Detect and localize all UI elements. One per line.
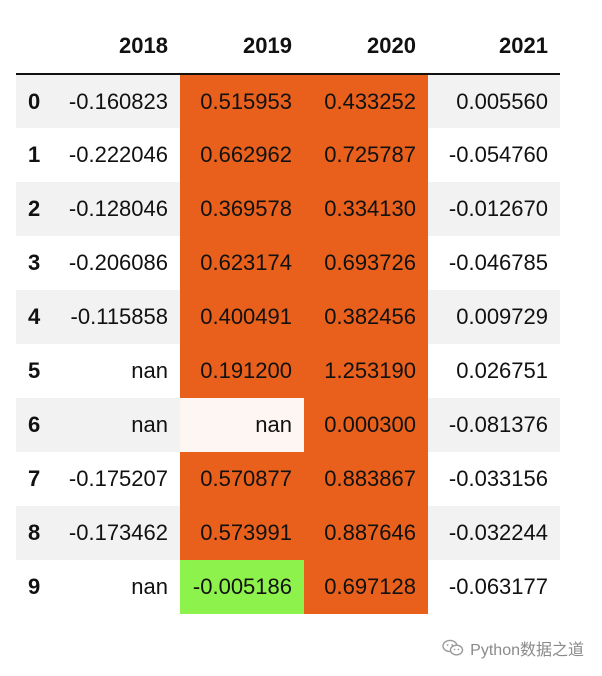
- table-row: 9 nan -0.005186 0.697128 -0.063177: [16, 560, 560, 614]
- table-cell: 0.697128: [304, 560, 428, 614]
- table-row: 7 -0.175207 0.570877 0.883867 -0.033156: [16, 452, 560, 506]
- column-header-2020: 2020: [304, 18, 428, 75]
- table-cell: -0.005186: [180, 560, 304, 614]
- column-header-2021: 2021: [428, 18, 560, 75]
- table-cell: -0.206086: [68, 250, 168, 275]
- table-cell: -0.222046: [68, 142, 168, 167]
- table-cell: -0.115858: [56, 290, 180, 344]
- table-cell: 0.573991: [180, 506, 304, 560]
- table-cell: nan: [131, 358, 168, 383]
- table-cell: 0.662962: [180, 128, 304, 182]
- table-cell: 0.026751: [456, 358, 548, 383]
- table-row: 5 nan 0.191200 1.253190 0.026751: [16, 344, 560, 398]
- table-cell: nan: [56, 398, 180, 452]
- table-cell: 0.400491: [180, 290, 304, 344]
- table-cell: -0.160823: [56, 74, 180, 128]
- column-header-2018: 2018: [56, 18, 180, 75]
- table-cell: 0.725787: [304, 128, 428, 182]
- table-cell: -0.046785: [448, 250, 548, 275]
- table-row: 8 -0.173462 0.573991 0.887646 -0.032244: [16, 506, 560, 560]
- row-index: 8: [16, 506, 56, 560]
- table-row: 2 -0.128046 0.369578 0.334130 -0.012670: [16, 182, 560, 236]
- table-cell: 0.369578: [180, 182, 304, 236]
- wechat-icon: [442, 639, 464, 657]
- row-index: 1: [28, 142, 41, 167]
- table-cell: 0.009729: [428, 290, 560, 344]
- table-row: 1 -0.222046 0.662962 0.725787 -0.054760: [16, 128, 560, 182]
- table-cell: -0.054760: [448, 142, 548, 167]
- table-cell: -0.173462: [56, 506, 180, 560]
- table-cell: 0.382456: [304, 290, 428, 344]
- table-cell: 0.693726: [304, 236, 428, 290]
- table-cell: 0.191200: [180, 344, 304, 398]
- table-row: 3 -0.206086 0.623174 0.693726 -0.046785: [16, 236, 560, 290]
- table-cell: 0.883867: [304, 452, 428, 506]
- row-index: 7: [28, 466, 41, 491]
- header-row: 2018 2019 2020 2021: [16, 18, 560, 75]
- table-cell: -0.063177: [448, 574, 548, 599]
- table-cell: -0.032244: [428, 506, 560, 560]
- table-cell: 0.887646: [304, 506, 428, 560]
- table-row: 4 -0.115858 0.400491 0.382456 0.009729: [16, 290, 560, 344]
- row-index: 3: [28, 250, 41, 275]
- table-cell: nan: [180, 398, 304, 452]
- table-cell: nan: [131, 574, 168, 599]
- row-index: 5: [28, 358, 41, 383]
- table-cell: 0.515953: [180, 74, 304, 128]
- row-index: 9: [28, 574, 41, 599]
- row-index: 6: [16, 398, 56, 452]
- table-row: 0 -0.160823 0.515953 0.433252 0.005560: [16, 74, 560, 128]
- table-cell: 0.623174: [180, 236, 304, 290]
- table-cell: 0.005560: [428, 74, 560, 128]
- row-index: 4: [16, 290, 56, 344]
- row-index: 2: [16, 182, 56, 236]
- dataframe-table: 2018 2019 2020 2021 0 -0.160823 0.515953 0.…: [16, 18, 560, 614]
- watermark-text: Python数据之道: [470, 642, 584, 659]
- table-cell: 0.570877: [180, 452, 304, 506]
- table-body: 0 -0.160823 0.515953 0.433252 0.005560 1 -0.22…: [16, 74, 560, 614]
- table-row: 6 nan nan 0.000300 -0.081376: [16, 398, 560, 452]
- table-cell: 0.334130: [304, 182, 428, 236]
- table-cell: -0.175207: [68, 466, 168, 491]
- table-cell: 0.433252: [304, 74, 428, 128]
- table-cell: -0.081376: [428, 398, 560, 452]
- column-header-2019: 2019: [180, 18, 304, 75]
- table-cell: -0.012670: [428, 182, 560, 236]
- index-header: [16, 18, 56, 75]
- row-index: 0: [16, 74, 56, 128]
- table-cell: -0.033156: [448, 466, 548, 491]
- watermark: Python数据之道: [442, 636, 584, 660]
- table-cell: 1.253190: [304, 344, 428, 398]
- table-cell: 0.000300: [304, 398, 428, 452]
- table-cell: -0.128046: [56, 182, 180, 236]
